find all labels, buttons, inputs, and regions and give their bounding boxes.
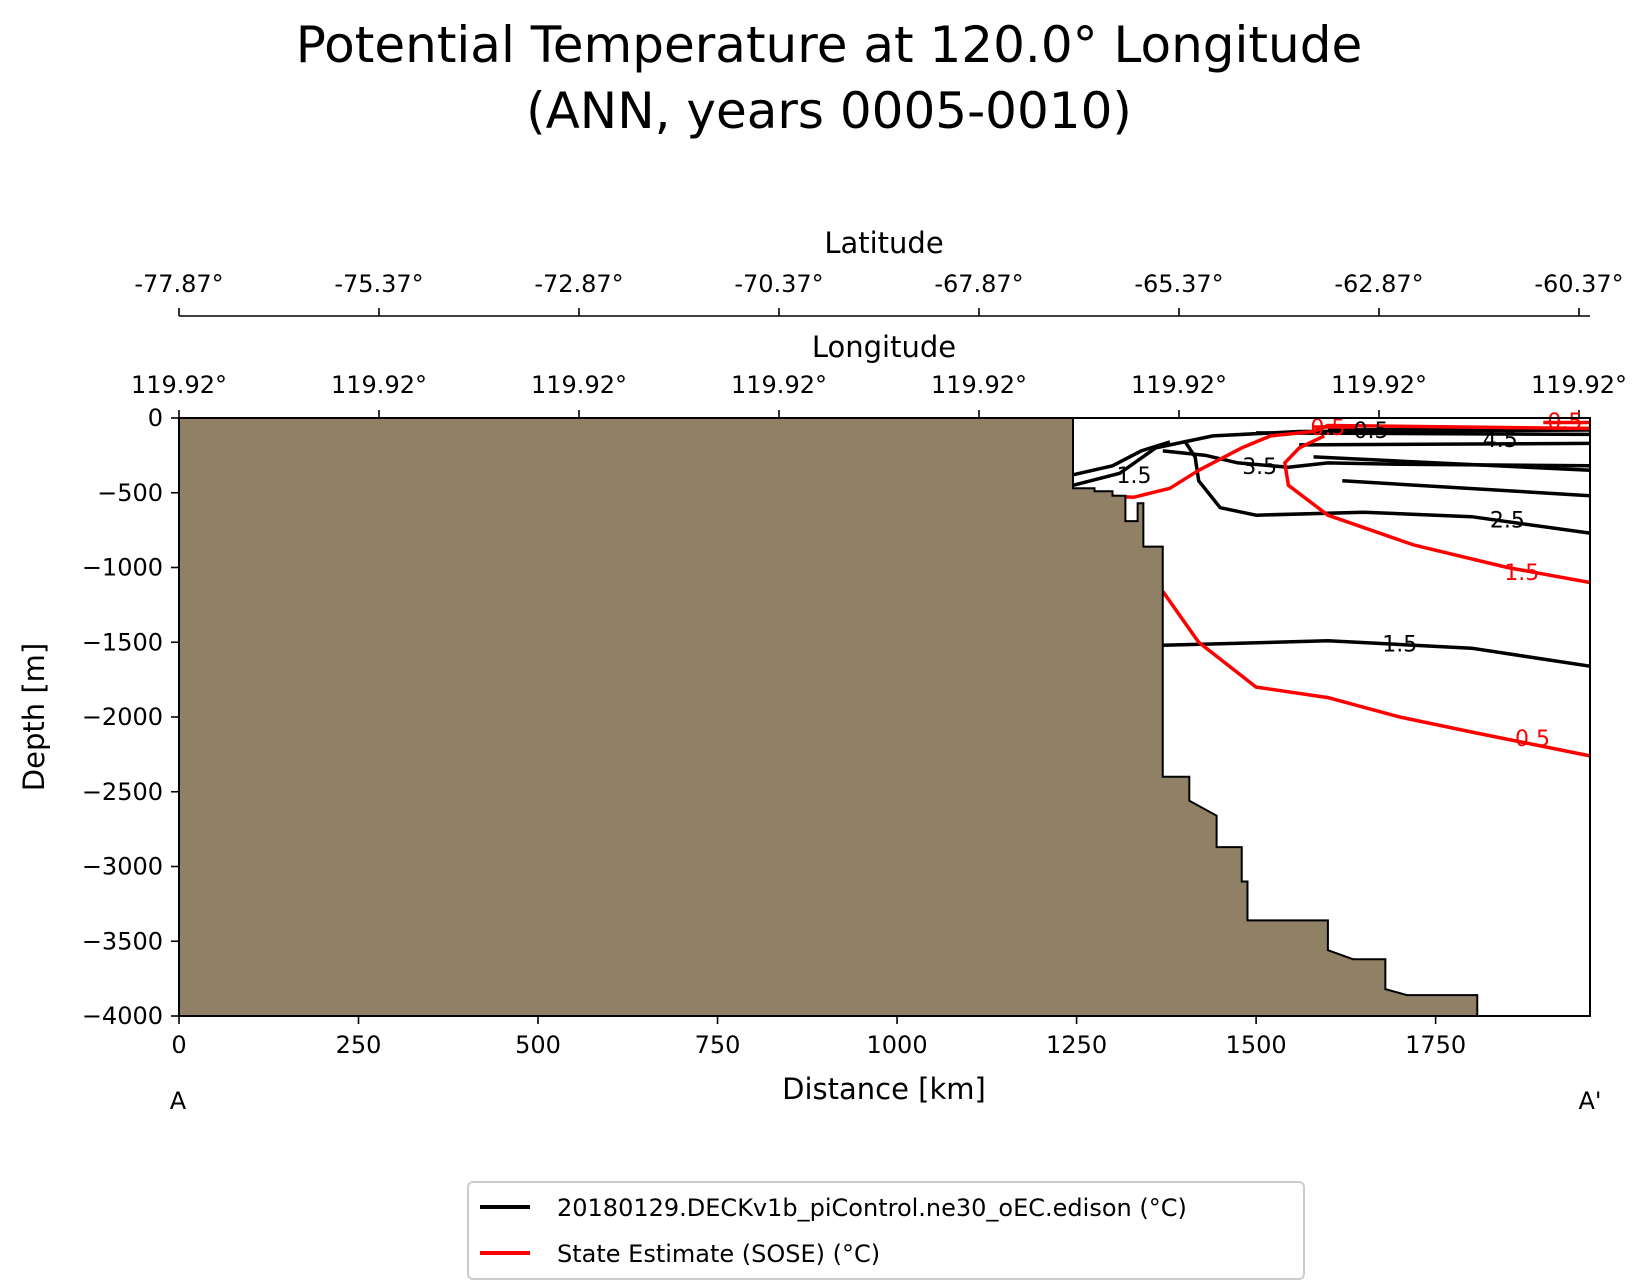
latitude-tick-label: -72.87° — [534, 270, 623, 298]
y-tick-label: −3000 — [82, 853, 163, 881]
longitude-tick-label: 119.92° — [331, 371, 427, 399]
contour-line-s1-1 — [1283, 434, 1591, 585]
x-tick-label: 250 — [336, 1031, 382, 1059]
y-tick-label: 0 — [148, 404, 163, 432]
contour-label-s0-2: 3.5 — [1242, 455, 1277, 480]
longitude-tick-label: 119.92° — [931, 371, 1027, 399]
longitude-tick-label: 119.92° — [531, 371, 627, 399]
longitude-tick-label: 119.92° — [1531, 371, 1627, 399]
latitude-tick-label: -65.37° — [1134, 270, 1223, 298]
latitude-tick-label: -75.37° — [334, 270, 423, 298]
longitude-tick-label: 119.92° — [731, 371, 827, 399]
longitude-axis: Longitude 119.92° 119.92° 119.92° 119.92° 11… — [131, 330, 1627, 418]
contour-label-s0-0: 1.5 — [1117, 464, 1152, 489]
y-tick-label: −1000 — [82, 554, 163, 582]
latitude-tick-label: -60.37° — [1534, 270, 1623, 298]
section-end-label: A' — [1578, 1087, 1601, 1115]
legend-box — [467, 1181, 1305, 1280]
contour-labels: 1.5 3.5 2.5 1.5 0.5 4.5 1.5 0.5 0.5 0.5 — [1117, 410, 1583, 752]
contour-label-s0-5: 0.5 — [1353, 419, 1388, 444]
chart-title-line1: Potential Temperature at 120.0° Longitud… — [296, 16, 1362, 74]
x-axis-ticks: 0 250 500 750 1000 1250 1500 1750 — [171, 1016, 1466, 1059]
chart-title-line2: (ANN, years 0005-0010) — [526, 82, 1132, 140]
latitude-tick-label: -70.37° — [734, 270, 823, 298]
contour-label-s0-3: 2.5 — [1490, 509, 1525, 534]
x-tick-label: 500 — [515, 1031, 561, 1059]
y-tick-label: −2500 — [82, 778, 163, 806]
contour-label-s1-2: 0.5 — [1515, 727, 1550, 752]
y-tick-label: −2000 — [82, 703, 163, 731]
y-tick-label: −1500 — [82, 628, 163, 656]
longitude-tick-label: 119.92° — [1331, 371, 1427, 399]
legend-entry-model: 20180129.DECKv1b_piControl.ne30_oEC.edis… — [557, 1194, 1187, 1222]
contours-layer — [1072, 420, 1591, 758]
x-tick-label: 1000 — [867, 1031, 928, 1059]
longitude-tick-label: 119.92° — [1131, 371, 1227, 399]
contour-line-s0-7 — [1299, 441, 1591, 447]
contour-line-s0-2 — [1162, 449, 1591, 470]
x-tick-label: 0 — [171, 1031, 186, 1059]
x-tick-label: 1250 — [1046, 1031, 1107, 1059]
latitude-tick-label: -77.87° — [134, 270, 223, 298]
longitude-axis-label: Longitude — [812, 330, 956, 364]
y-tick-label: −4000 — [82, 1002, 163, 1030]
plot-area: 1.5 3.5 2.5 1.5 0.5 4.5 1.5 0.5 0.5 0.5 — [178, 410, 1591, 1017]
land-bathymetry — [178, 417, 1479, 1017]
x-tick-label: 750 — [695, 1031, 741, 1059]
section-start-label: A — [170, 1087, 187, 1115]
y-axis-ticks: 0 −500 −1000 −1500 −2000 −2500 −3000 −3500 −4000 — [82, 404, 179, 1030]
x-tick-label: 1750 — [1405, 1031, 1466, 1059]
contour-label-s1-3: 0.5 — [1310, 416, 1345, 441]
latitude-axis-label: Latitude — [824, 226, 943, 260]
contour-line-s0-3 — [1182, 439, 1591, 535]
legend-entry-sose: State Estimate (SOSE) (°C) — [557, 1240, 880, 1268]
x-tick-label: 1500 — [1226, 1031, 1287, 1059]
contour-line-s0-8 — [1313, 455, 1591, 473]
latitude-tick-label: -67.87° — [934, 270, 1023, 298]
latitude-ticks: -77.87° -75.37° -72.87° -70.37° -67.87° -65.3… — [134, 270, 1624, 316]
contour-line-s0-9 — [1342, 479, 1591, 498]
contour-line-s1-2 — [1161, 590, 1591, 758]
y-tick-label: −3500 — [82, 927, 163, 955]
y-axis-label: Depth [m] — [17, 643, 51, 791]
longitude-ticks: 119.92° 119.92° 119.92° 119.92° 119.92° 119.9… — [131, 371, 1627, 418]
contour-label-s1-4: 0.5 — [1547, 410, 1582, 435]
contour-label-s0-4: 1.5 — [1382, 633, 1417, 658]
contour-label-s1-0: 1.5 — [1504, 561, 1539, 586]
legend: 20180129.DECKv1b_piControl.ne30_oEC.edis… — [467, 1181, 1305, 1280]
longitude-tick-label: 119.92° — [131, 371, 227, 399]
contour-label-s0-6: 4.5 — [1483, 428, 1518, 453]
y-tick-label: −500 — [97, 479, 163, 507]
x-axis-label: Distance [km] — [782, 1072, 986, 1106]
latitude-tick-label: -62.87° — [1334, 270, 1423, 298]
latitude-axis: Latitude -77.87° -75.37° -72.87° -70.37° -67… — [134, 226, 1624, 317]
